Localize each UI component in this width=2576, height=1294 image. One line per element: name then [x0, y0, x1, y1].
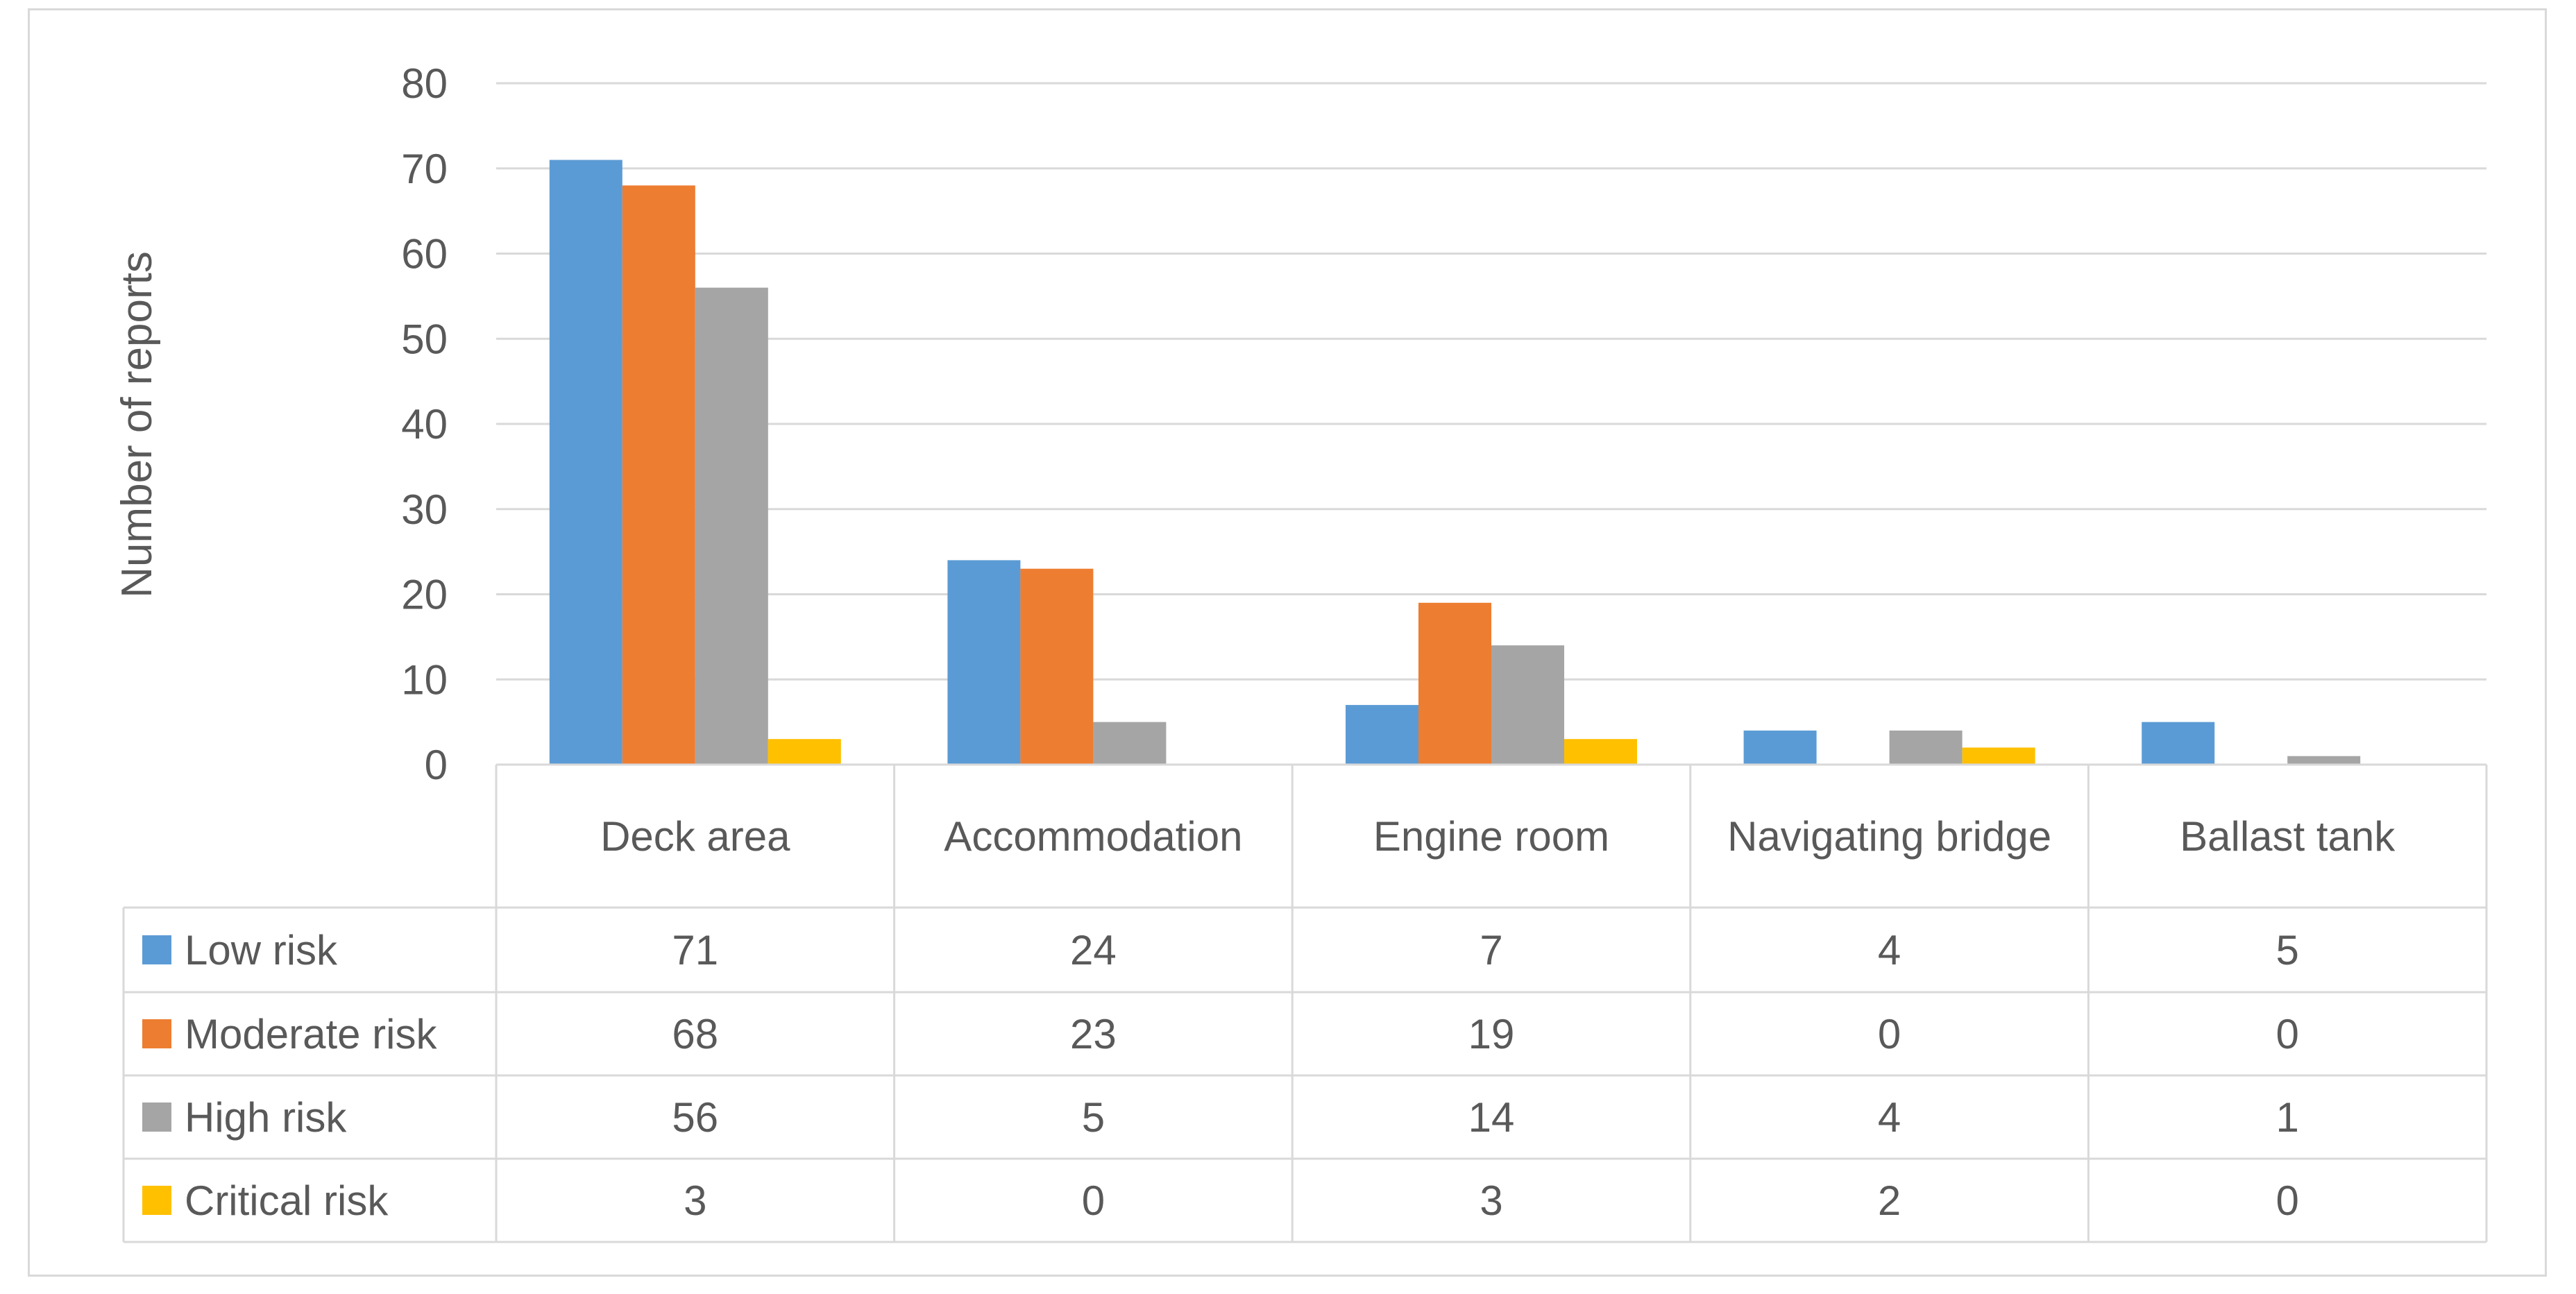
category-label: Accommodation — [944, 813, 1242, 860]
legend-key — [142, 935, 171, 964]
table-cell-value: 1 — [2276, 1094, 2299, 1141]
bar — [947, 560, 1021, 765]
table-cell-value: 5 — [1082, 1094, 1105, 1141]
table-cell-value: 24 — [1070, 927, 1117, 973]
bar — [1889, 730, 1963, 765]
y-tick-label: 60 — [401, 231, 448, 278]
series-name: High risk — [185, 1094, 347, 1141]
y-axis-label: Number of reports — [113, 251, 161, 598]
table-cell-value: 0 — [1082, 1177, 1105, 1224]
y-tick-label: 80 — [401, 60, 448, 107]
legend-key — [142, 1019, 171, 1048]
bar — [1564, 739, 1637, 765]
table-cell-value: 19 — [1468, 1011, 1515, 1057]
bar — [695, 287, 768, 765]
category-label: Engine room — [1373, 813, 1609, 860]
table-cell-value: 56 — [672, 1094, 718, 1141]
category-label: Deck area — [600, 813, 790, 860]
legend-key — [142, 1186, 171, 1215]
chart-frame — [28, 8, 2547, 1277]
table-cell-value: 7 — [1480, 927, 1502, 973]
bar — [1418, 602, 1491, 765]
category-label: Navigating bridge — [1727, 813, 2051, 860]
table-cell-value: 0 — [2276, 1011, 2299, 1057]
y-tick-label: 10 — [401, 656, 448, 703]
category-label: Ballast tank — [2180, 813, 2396, 860]
bar — [2142, 722, 2215, 765]
y-tick-label: 30 — [401, 486, 448, 533]
table-cell-value: 5 — [2276, 927, 2299, 973]
bar — [1491, 645, 1564, 765]
table-cell-value: 0 — [1878, 1011, 1901, 1057]
table-cell-value: 4 — [1878, 1094, 1901, 1141]
bars — [549, 160, 2361, 765]
table-cell-value: 14 — [1468, 1094, 1515, 1141]
bar — [1093, 722, 1167, 765]
y-axis: 0 10 20 30 40 50 60 70 80 — [401, 60, 448, 788]
series-name: Low risk — [185, 927, 338, 973]
table-cell-value: 2 — [1878, 1177, 1901, 1224]
bar — [1346, 705, 1418, 765]
y-tick-label: 0 — [425, 742, 448, 788]
table-cell-value: 0 — [2276, 1177, 2299, 1224]
bar — [1962, 747, 2035, 765]
series-name: Moderate risk — [185, 1011, 437, 1057]
table-cell-value: 68 — [672, 1011, 718, 1057]
y-tick-label: 40 — [401, 401, 448, 448]
y-tick-label: 70 — [401, 146, 448, 192]
data-table: Deck area Accommodation Engine room Navigat… — [122, 763, 2488, 1243]
bar — [1020, 568, 1094, 765]
bar — [549, 160, 622, 765]
y-tick-label: 50 — [401, 316, 448, 362]
table-cell-value: 4 — [1878, 927, 1901, 973]
table-cell-value: 23 — [1070, 1011, 1117, 1057]
table-cell-value: 3 — [684, 1177, 706, 1224]
table-cell-value: 71 — [672, 927, 718, 973]
bar — [2287, 756, 2361, 765]
y-tick-label: 20 — [401, 572, 448, 618]
table-cell-value: 3 — [1480, 1177, 1502, 1224]
series-name: Critical risk — [185, 1177, 389, 1224]
legend-key — [142, 1103, 171, 1132]
bar — [622, 185, 695, 765]
bar — [768, 739, 841, 765]
bar — [1743, 730, 1817, 765]
